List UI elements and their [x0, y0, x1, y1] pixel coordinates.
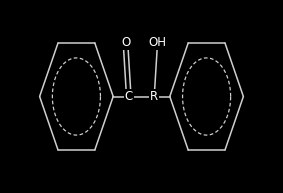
- Text: C: C: [125, 90, 133, 103]
- Text: OH: OH: [148, 36, 166, 49]
- Text: R: R: [150, 90, 158, 103]
- Text: O: O: [121, 36, 130, 49]
